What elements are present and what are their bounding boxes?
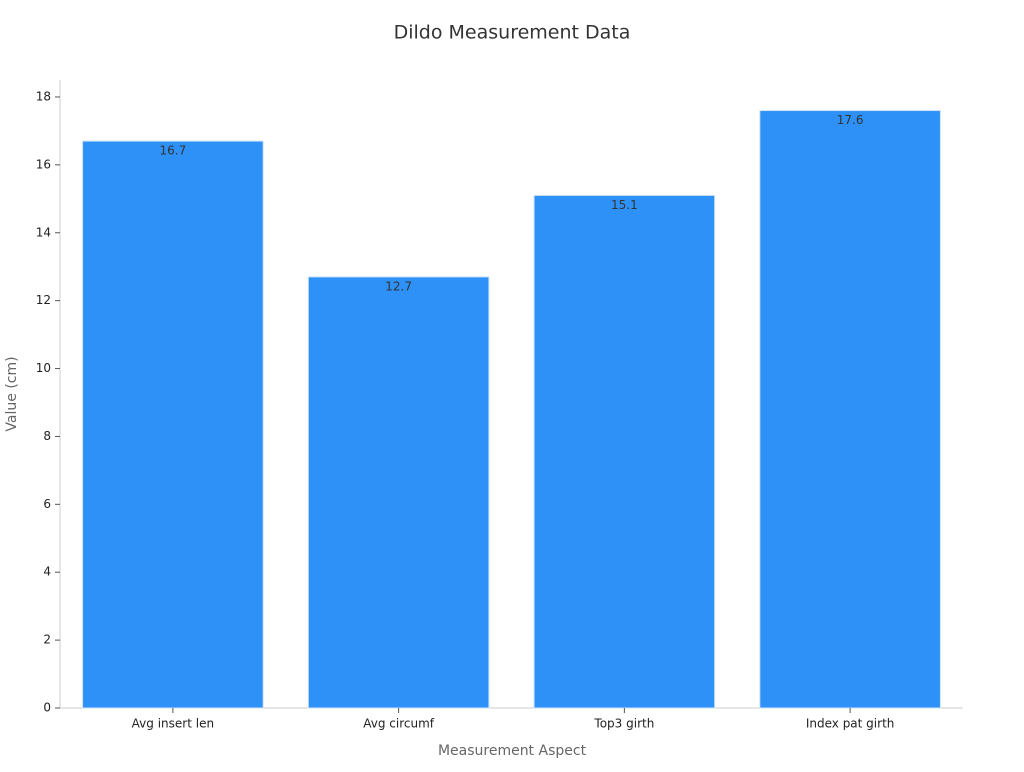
x-tick-label: Index pat girth: [806, 717, 895, 731]
value-label: 16.7: [160, 144, 187, 158]
x-tick-label: Avg circumf: [363, 717, 435, 731]
y-axis-label: Value (cm): [4, 356, 20, 431]
y-tick-label: 4: [43, 565, 51, 579]
chart-title: Dildo Measurement Data: [394, 22, 631, 44]
y-tick-label: 6: [43, 497, 51, 511]
bar: [759, 110, 941, 709]
value-label: 12.7: [385, 279, 412, 293]
x-tick-label: Avg insert len: [132, 717, 214, 731]
value-label: 17.6: [837, 113, 864, 127]
x-tick-label: Top3 girth: [593, 717, 654, 731]
value-label: 15.1: [611, 198, 638, 212]
y-tick-label: 2: [43, 633, 51, 647]
bar: [82, 140, 264, 709]
bar: [307, 276, 490, 709]
y-tick-label: 12: [36, 293, 51, 307]
y-tick-label: 8: [43, 429, 51, 443]
y-tick-label: 10: [36, 361, 51, 375]
bar: [533, 194, 716, 709]
y-tick-label: 0: [43, 701, 51, 715]
y-tick-label: 14: [36, 225, 51, 239]
y-tick-label: 16: [36, 157, 51, 171]
y-tick-label: 18: [36, 89, 51, 103]
x-axis-label: Measurement Aspect: [438, 743, 587, 759]
